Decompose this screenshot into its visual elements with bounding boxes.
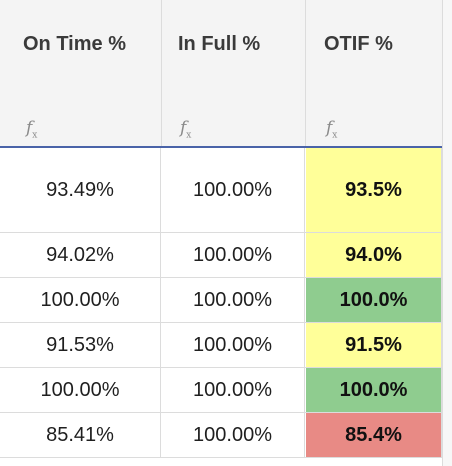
- cell-in-full[interactable]: 100.00%: [161, 368, 305, 412]
- table-row[interactable]: 100.00% 100.00% 100.0%: [0, 278, 452, 323]
- fx-icon: fx: [180, 118, 192, 141]
- cell-otif[interactable]: 91.5%: [306, 323, 442, 367]
- fx-icon: fx: [326, 118, 338, 141]
- cell-in-full[interactable]: 100.00%: [161, 323, 305, 367]
- grid-header: On Time % fx In Full % fx OTIF % fx: [0, 0, 452, 147]
- cell-otif[interactable]: 93.5%: [306, 148, 442, 232]
- table-row[interactable]: 93.49% 100.00% 93.5%: [0, 148, 452, 233]
- cell-on-time[interactable]: 94.02%: [0, 233, 161, 277]
- next-column-edge: [442, 0, 452, 466]
- cell-on-time[interactable]: 85.41%: [0, 413, 161, 457]
- cell-on-time[interactable]: 100.00%: [0, 368, 161, 412]
- cell-in-full[interactable]: 100.00%: [161, 278, 305, 322]
- cell-otif[interactable]: 100.0%: [306, 368, 442, 412]
- table-row[interactable]: 85.41% 100.00% 85.4%: [0, 413, 452, 458]
- header-divider: [0, 146, 452, 148]
- column-title: OTIF %: [324, 33, 393, 55]
- column-header-otif[interactable]: OTIF % fx: [306, 0, 443, 146]
- column-header-on-time[interactable]: On Time % fx: [0, 0, 162, 146]
- cell-on-time[interactable]: 91.53%: [0, 323, 161, 367]
- cell-otif[interactable]: 85.4%: [306, 413, 442, 457]
- table-row[interactable]: 91.53% 100.00% 91.5%: [0, 323, 452, 368]
- fx-icon: fx: [26, 118, 38, 141]
- cell-otif[interactable]: 94.0%: [306, 233, 442, 277]
- column-title: In Full %: [178, 33, 261, 55]
- cell-on-time[interactable]: 100.00%: [0, 278, 161, 322]
- cell-in-full[interactable]: 100.00%: [161, 148, 305, 232]
- cell-otif[interactable]: 100.0%: [306, 278, 442, 322]
- cell-on-time[interactable]: 93.49%: [0, 148, 161, 232]
- table-row[interactable]: 94.02% 100.00% 94.0%: [0, 233, 452, 278]
- cell-in-full[interactable]: 100.00%: [161, 413, 305, 457]
- cell-in-full[interactable]: 100.00%: [161, 233, 305, 277]
- table-row[interactable]: 100.00% 100.00% 100.0%: [0, 368, 452, 413]
- column-header-in-full[interactable]: In Full % fx: [161, 0, 306, 146]
- column-title: On Time %: [23, 33, 126, 55]
